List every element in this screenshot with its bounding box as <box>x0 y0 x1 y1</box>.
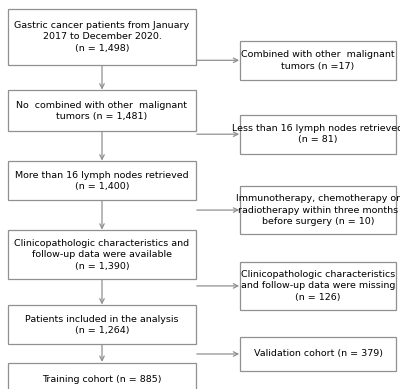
FancyBboxPatch shape <box>8 230 196 279</box>
Text: Less than 16 lymph nodes retrieved
(n = 81): Less than 16 lymph nodes retrieved (n = … <box>232 124 400 144</box>
Text: Immunotherapy, chemotherapy or
radiotherapy within three months
before surgery (: Immunotherapy, chemotherapy or radiother… <box>236 194 400 226</box>
Text: Clinicopathologic characteristics and
follow-up data were available
(n = 1,390): Clinicopathologic characteristics and fo… <box>14 239 190 271</box>
Text: Gastric cancer patients from January
2017 to December 2020.
(n = 1,498): Gastric cancer patients from January 201… <box>14 21 190 53</box>
FancyBboxPatch shape <box>8 91 196 131</box>
Text: Combined with other  malignant
tumors (n =17): Combined with other malignant tumors (n … <box>241 50 395 70</box>
FancyBboxPatch shape <box>8 9 196 65</box>
FancyBboxPatch shape <box>8 305 196 344</box>
FancyBboxPatch shape <box>240 337 396 370</box>
Text: No  combined with other  malignant
tumors (n = 1,481): No combined with other malignant tumors … <box>16 101 188 121</box>
Text: Validation cohort (n = 379): Validation cohort (n = 379) <box>254 349 382 359</box>
Text: Patients included in the analysis
(n = 1,264): Patients included in the analysis (n = 1… <box>25 315 179 335</box>
FancyBboxPatch shape <box>240 115 396 154</box>
Text: Clinicopathologic characteristics
and follow-up data were missing
(n = 126): Clinicopathologic characteristics and fo… <box>241 270 395 302</box>
Text: Training cohort (n = 885): Training cohort (n = 885) <box>42 375 162 384</box>
FancyBboxPatch shape <box>240 186 396 234</box>
FancyBboxPatch shape <box>240 41 396 80</box>
FancyBboxPatch shape <box>8 363 196 389</box>
FancyBboxPatch shape <box>8 161 196 200</box>
Text: More than 16 lymph nodes retrieved
(n = 1,400): More than 16 lymph nodes retrieved (n = … <box>15 171 189 191</box>
FancyBboxPatch shape <box>240 261 396 310</box>
